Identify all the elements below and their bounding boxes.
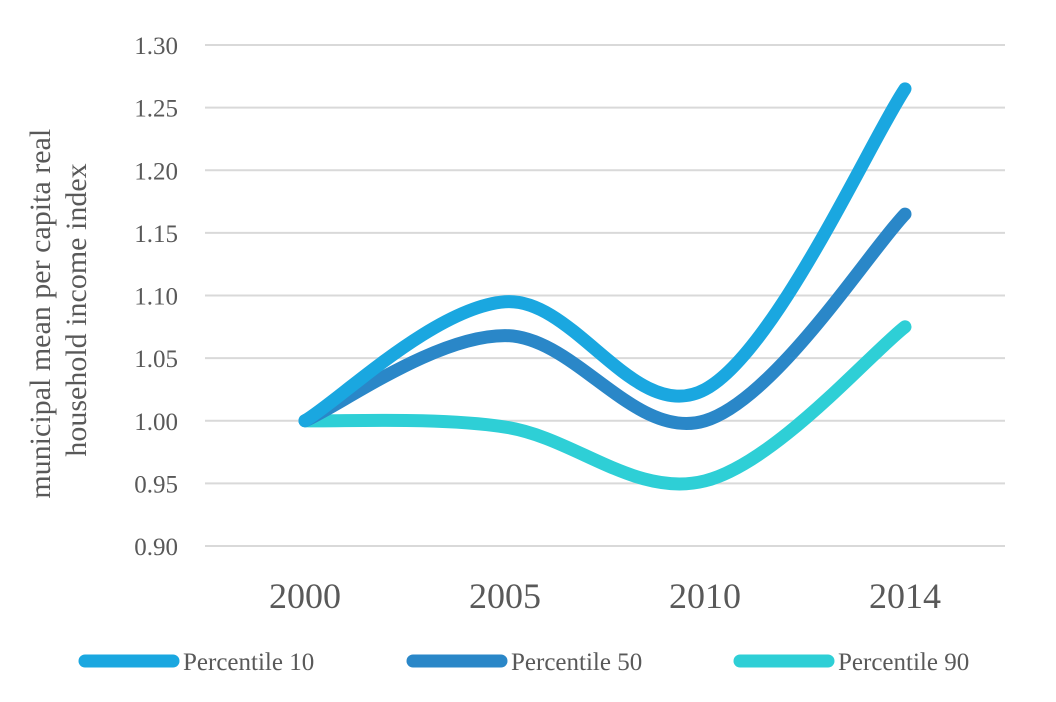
legend-item: Percentile 10 — [78, 649, 314, 676]
legend-label: Percentile 10 — [183, 649, 314, 676]
x-tick-label: 2014 — [869, 576, 941, 616]
series-line-3 — [298, 320, 912, 491]
y-tick-label: 1.00 — [134, 409, 178, 436]
legend-label: Percentile 90 — [838, 649, 969, 676]
y-axis-title: municipal mean per capita real household… — [24, 121, 93, 498]
x-tick-label: 2010 — [669, 576, 741, 616]
y-axis-title-line-1: municipal mean per capita real — [24, 129, 57, 499]
y-tick-label: 1.20 — [134, 158, 178, 185]
series-lines — [298, 82, 912, 491]
legend-item: Percentile 90 — [733, 649, 969, 676]
x-axis-tick-labels: 2000 2005 2010 2014 — [269, 576, 941, 616]
legend: Percentile 10 Percentile 50 Percentile 90 — [78, 649, 969, 676]
x-tick-label: 2005 — [469, 576, 541, 616]
y-axis-title-line-2: household income index — [60, 163, 93, 456]
y-tick-label: 1.30 — [134, 33, 178, 60]
y-tick-label: 1.05 — [134, 346, 178, 373]
x-tick-label: 2000 — [269, 576, 341, 616]
y-axis-tick-labels: 0.90 0.95 1.00 1.05 1.10 1.15 1.20 1.25 1.30 — [134, 33, 178, 561]
y-tick-label: 0.90 — [134, 534, 178, 561]
series-line-2 — [298, 207, 912, 430]
y-tick-label: 0.95 — [134, 471, 178, 498]
y-tick-label: 1.15 — [134, 221, 178, 248]
series-line-1 — [298, 82, 912, 428]
y-tick-label: 1.10 — [134, 284, 178, 311]
legend-label: Percentile 50 — [511, 649, 642, 676]
y-tick-label: 1.25 — [134, 96, 178, 123]
legend-item: Percentile 50 — [406, 649, 642, 676]
